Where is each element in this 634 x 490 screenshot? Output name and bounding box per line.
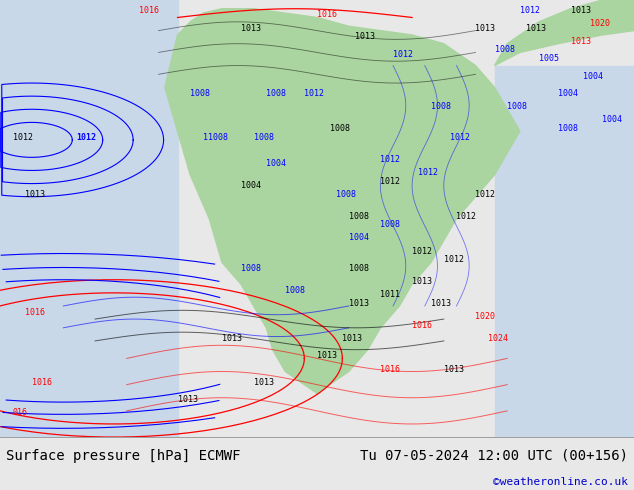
Text: 1008: 1008: [190, 89, 210, 98]
Text: 1013: 1013: [571, 37, 591, 46]
Text: 1008: 1008: [507, 102, 527, 111]
Text: 1020: 1020: [476, 312, 496, 321]
Text: 1020: 1020: [590, 19, 610, 28]
Text: 1012: 1012: [456, 212, 477, 220]
Text: Tu 07-05-2024 12:00 UTC (00+156): Tu 07-05-2024 12:00 UTC (00+156): [359, 449, 628, 463]
Text: 1013: 1013: [431, 299, 451, 308]
Text: 1008: 1008: [330, 124, 350, 133]
Text: 1013: 1013: [526, 24, 547, 33]
Text: 1004: 1004: [558, 89, 578, 98]
Text: 1008: 1008: [558, 124, 578, 133]
Text: 1004: 1004: [241, 181, 261, 190]
Text: 1013: 1013: [222, 334, 242, 343]
Text: 1011: 1011: [380, 290, 401, 299]
Text: 1004: 1004: [266, 159, 287, 168]
Polygon shape: [165, 9, 520, 393]
Text: 1008: 1008: [380, 220, 401, 229]
Text: 1016: 1016: [380, 365, 401, 373]
Text: 1012: 1012: [476, 190, 496, 198]
Text: 1016: 1016: [32, 378, 52, 387]
Text: 1013: 1013: [342, 334, 363, 343]
Text: Surface pressure [hPa] ECMWF: Surface pressure [hPa] ECMWF: [6, 449, 241, 463]
Text: 1008: 1008: [266, 89, 287, 98]
Text: 1012: 1012: [412, 246, 432, 255]
Polygon shape: [0, 0, 178, 437]
Text: 1013: 1013: [355, 32, 375, 41]
Text: 1008: 1008: [241, 264, 261, 273]
Text: 1012: 1012: [76, 133, 96, 142]
Text: 1008: 1008: [254, 133, 274, 142]
Text: 1004: 1004: [349, 233, 369, 243]
Text: 11008: 11008: [203, 133, 228, 142]
Text: 1013: 1013: [412, 277, 432, 286]
Text: 1013: 1013: [178, 395, 198, 404]
Text: 1012: 1012: [380, 176, 401, 186]
Text: 1013: 1013: [25, 190, 46, 198]
Text: 1024: 1024: [488, 334, 508, 343]
Text: 1008: 1008: [285, 286, 306, 295]
Text: 1012: 1012: [393, 50, 413, 59]
Text: 1008: 1008: [431, 102, 451, 111]
Text: 1012: 1012: [450, 133, 470, 142]
Text: 1012: 1012: [380, 155, 401, 164]
Text: 1008: 1008: [495, 46, 515, 54]
Polygon shape: [495, 0, 634, 66]
Text: 016: 016: [13, 408, 28, 417]
Polygon shape: [495, 66, 634, 437]
Text: 1012: 1012: [13, 133, 33, 142]
Text: 1008: 1008: [336, 190, 356, 198]
Text: 1013: 1013: [444, 365, 464, 373]
Text: 1016: 1016: [25, 308, 46, 317]
Text: 1004: 1004: [583, 72, 604, 81]
Text: 1016: 1016: [317, 10, 337, 20]
Text: 1013: 1013: [571, 6, 591, 15]
Text: 1013: 1013: [476, 24, 496, 33]
Text: 1005: 1005: [539, 54, 559, 63]
Text: 1004: 1004: [602, 115, 623, 124]
Text: ©weatheronline.co.uk: ©weatheronline.co.uk: [493, 477, 628, 487]
Text: 1016: 1016: [412, 321, 432, 330]
Text: 1013: 1013: [241, 24, 261, 33]
Text: 1008: 1008: [349, 264, 369, 273]
Text: 1013: 1013: [317, 351, 337, 361]
Text: 1012: 1012: [418, 168, 439, 177]
Text: 1012: 1012: [304, 89, 325, 98]
Text: 1016: 1016: [139, 6, 160, 15]
Text: 1013: 1013: [349, 299, 369, 308]
Text: 1012: 1012: [520, 6, 540, 15]
Text: 1008: 1008: [349, 212, 369, 220]
Text: 1013: 1013: [254, 378, 274, 387]
Text: 1012: 1012: [444, 255, 464, 264]
